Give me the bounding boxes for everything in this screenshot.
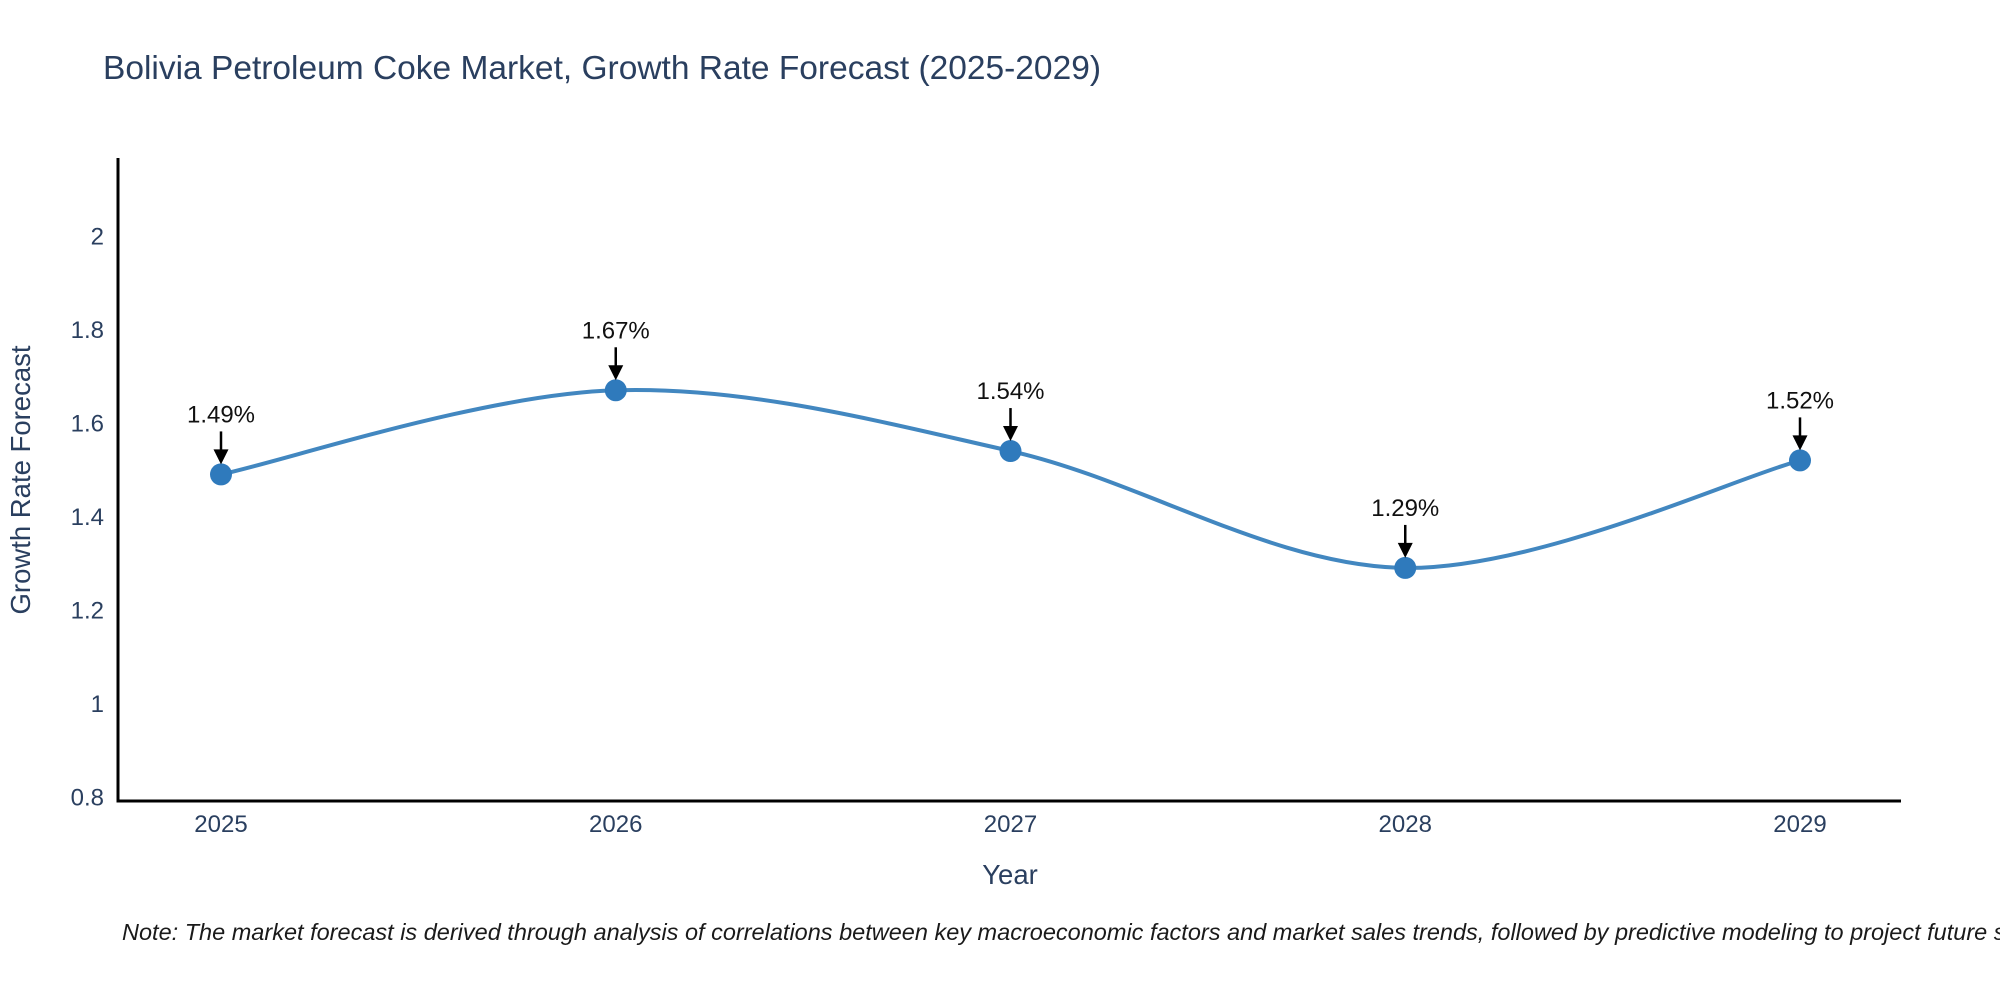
- x-tick-label: 2025: [194, 811, 247, 838]
- annotation-arrowhead-icon: [608, 365, 624, 381]
- annotation-arrowhead-icon: [1792, 435, 1808, 451]
- data-point-marker[interactable]: [999, 440, 1022, 463]
- data-point-label: 1.29%: [1371, 495, 1439, 522]
- chart-title: Bolivia Petroleum Coke Market, Growth Ra…: [103, 50, 1101, 87]
- annotation-arrowhead-icon: [1003, 426, 1018, 442]
- y-tick-label: 0.8: [71, 785, 104, 812]
- data-point-marker[interactable]: [210, 463, 232, 486]
- y-axis-title: Growth Rate Forecast: [5, 345, 36, 614]
- y-tick-label: 1.8: [71, 317, 104, 344]
- data-point-marker[interactable]: [1789, 449, 1811, 472]
- y-tick-label: 1.2: [71, 598, 104, 625]
- data-point-label: 1.67%: [582, 317, 650, 344]
- data-point-label: 1.49%: [187, 401, 255, 428]
- x-tick-label: 2028: [1379, 811, 1432, 838]
- y-tick-label: 1.4: [71, 504, 104, 531]
- x-tick-label: 2027: [984, 811, 1037, 838]
- footnote: Note: The market forecast is derived thr…: [122, 919, 2000, 945]
- y-tick-label: 1: [91, 691, 104, 718]
- x-axis-title: Year: [982, 859, 1038, 890]
- data-point-label: 1.52%: [1766, 387, 1834, 414]
- data-point-label: 1.54%: [976, 378, 1044, 405]
- data-point-marker[interactable]: [1394, 556, 1417, 579]
- x-tick-label: 2026: [589, 811, 642, 838]
- annotation-arrowhead-icon: [1397, 542, 1413, 558]
- y-tick-label: 1.6: [71, 411, 104, 438]
- annotation-arrowhead-icon: [213, 449, 229, 465]
- y-tick-label: 2: [91, 224, 104, 251]
- data-point-marker[interactable]: [604, 379, 627, 402]
- chart-content: 2 1.8 1.6 1.4 1.2 1 0.8 2025 2026 2027 2028 2029 1.4…: [71, 224, 1834, 839]
- x-tick-label: 2029: [1773, 811, 1826, 838]
